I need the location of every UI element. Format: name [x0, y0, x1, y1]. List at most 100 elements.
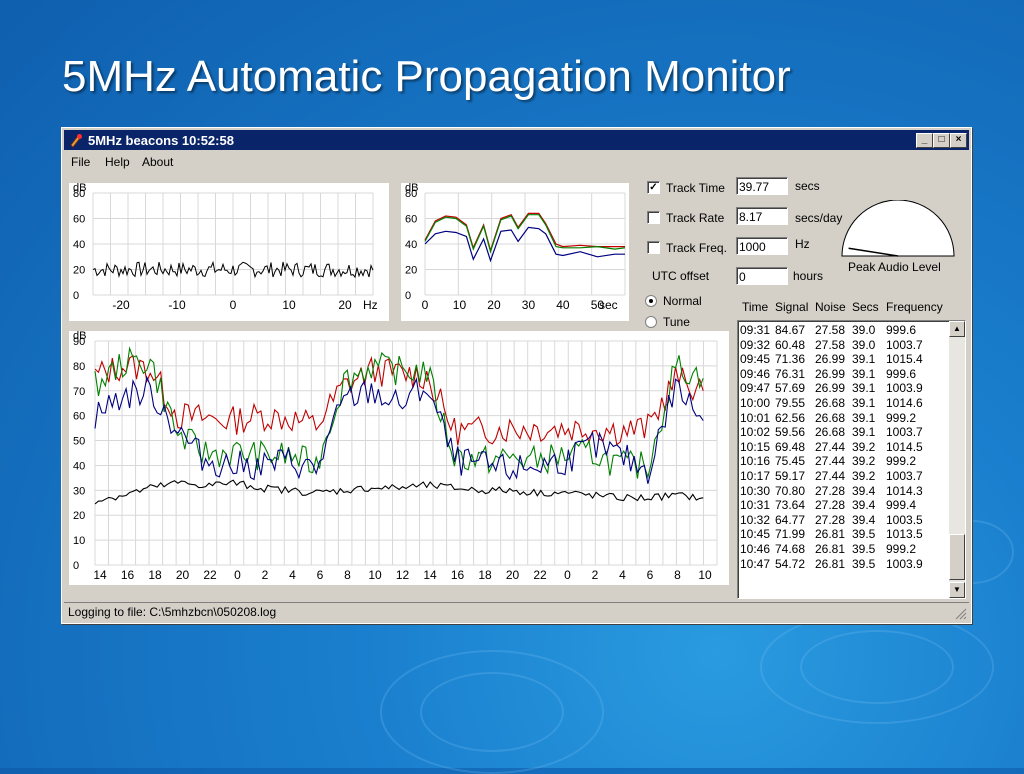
log-cell: 999.6 [886, 366, 917, 381]
x-tick-label: 0 [230, 298, 237, 312]
log-cell: 26.99 [815, 381, 846, 396]
log-cell: 26.99 [815, 366, 846, 381]
close-button[interactable]: × [950, 133, 967, 148]
x-tick-label: 4 [619, 568, 626, 582]
log-cell: 59.17 [775, 469, 806, 483]
x-tick-label: 6 [317, 568, 324, 582]
mode-tune-radio[interactable] [645, 316, 657, 328]
y-axis-label: dB [73, 331, 86, 342]
log-cell: 39.2 [852, 439, 876, 454]
log-cell: 10:31 [740, 498, 771, 513]
x-tick-label: 18 [478, 568, 492, 582]
log-cell: 27.58 [815, 337, 846, 352]
app-icon [70, 134, 82, 148]
log-cell: 39.1 [852, 425, 876, 440]
log-cell: 71.36 [775, 352, 806, 367]
x-tick-label: 22 [533, 568, 547, 582]
menu-about[interactable]: About [142, 155, 174, 169]
scroll-down-icon[interactable]: ▼ [949, 582, 965, 598]
log-cell: 1003.9 [886, 556, 923, 571]
log-cell: 39.0 [852, 323, 876, 337]
minimize-button[interactable]: _ [916, 133, 933, 148]
log-cell: 10:00 [740, 396, 771, 410]
track-freq-checkbox[interactable] [647, 241, 660, 254]
x-tick-label: 50 [591, 298, 605, 312]
log-scrollbar[interactable]: ▲ ▼ [949, 321, 965, 598]
log-cell: 1013.5 [886, 527, 923, 542]
log-cell: 1003.9 [886, 381, 923, 396]
log-cell: 09:31 [740, 323, 771, 337]
log-cell: 999.2 [886, 454, 917, 469]
log-cell: 10:01 [740, 410, 771, 425]
menu-file[interactable]: File [71, 155, 91, 169]
x-tick-label: 18 [148, 568, 162, 582]
mode-normal-radio[interactable] [645, 295, 657, 307]
y-tick-label: 90 [73, 336, 85, 348]
log-cell: 39.4 [852, 512, 876, 527]
y-tick-label: 60 [405, 214, 417, 226]
track-time-label: Track Time [666, 181, 725, 195]
log-cell: 1015.4 [886, 352, 923, 367]
x-tick-label: 30 [522, 298, 536, 312]
log-cell: 26.99 [815, 352, 846, 367]
resize-grip-icon[interactable] [955, 608, 967, 620]
log-cell: 74.68 [775, 542, 806, 556]
log-cell: 26.81 [815, 542, 846, 556]
x-tick-label: 10 [698, 568, 712, 582]
log-cell: 09:45 [740, 352, 771, 367]
status-bar: Logging to file: C:\5mhzbcn\050208.log [64, 602, 969, 621]
track-rate-checkbox[interactable] [647, 211, 660, 224]
log-cell: 39.5 [852, 542, 876, 556]
x-tick-label: 10 [453, 298, 467, 312]
track-rate-field[interactable]: 8.17 [736, 207, 788, 225]
log-cell: 54.72 [775, 556, 806, 571]
track-freq-field[interactable]: 1000 [736, 237, 788, 255]
y-tick-label: 40 [73, 460, 85, 472]
log-header-signal: Signal [775, 300, 809, 314]
log-cell: 10:02 [740, 425, 771, 440]
log-cell: 27.28 [815, 483, 846, 498]
track-rate-unit: secs/day [795, 211, 843, 225]
scroll-up-icon[interactable]: ▲ [949, 321, 965, 337]
window-title: 5MHz beacons 10:52:58 [88, 133, 234, 148]
log-cell: 26.81 [815, 527, 846, 542]
menu-help[interactable]: Help [105, 155, 130, 169]
scroll-thumb[interactable] [949, 534, 965, 580]
log-cell: 59.56 [775, 425, 806, 440]
log-cell: 09:47 [740, 381, 771, 396]
spectrum-trace [92, 260, 374, 279]
y-tick-label: 60 [73, 214, 85, 226]
time-series-line [424, 214, 626, 254]
log-cell: 10:47 [740, 556, 771, 571]
log-cell: 39.1 [852, 366, 876, 381]
log-cell: 1003.7 [886, 425, 923, 440]
utc-offset-field[interactable]: 0 [736, 267, 788, 285]
utc-offset-label: UTC offset [652, 269, 710, 283]
title-bar[interactable]: 5MHz beacons 10:52:58 _ □ × [64, 130, 969, 150]
x-tick-label: 0 [564, 568, 571, 582]
mode-tune-label: Tune [663, 315, 690, 329]
log-header-secs: Secs [852, 300, 879, 314]
log-cell: 39.0 [852, 337, 876, 352]
x-tick-label: 20 [338, 298, 352, 312]
log-cell: 39.2 [852, 454, 876, 469]
slide-title: 5MHz Automatic Propagation Monitor [62, 52, 791, 101]
x-tick-label: 10 [282, 298, 296, 312]
maximize-button[interactable]: □ [933, 133, 950, 148]
log-cell: 62.56 [775, 410, 806, 425]
log-cell: 1014.3 [886, 483, 923, 498]
x-tick-label: 6 [647, 568, 654, 582]
track-time-checkbox[interactable]: ✓ [647, 181, 660, 194]
log-cell: 71.99 [775, 527, 806, 542]
log-cell: 26.68 [815, 410, 846, 425]
y-tick-label: 0 [73, 560, 79, 572]
log-cell: 79.55 [775, 396, 806, 410]
log-cell: 75.45 [775, 454, 806, 469]
log-cell: 27.44 [815, 439, 846, 454]
y-tick-label: 80 [73, 188, 85, 200]
log-cell: 27.28 [815, 498, 846, 513]
track-time-field[interactable]: 39.77 [736, 177, 788, 195]
x-tick-label: 10 [368, 568, 382, 582]
log-list[interactable]: 09:31 84.67 27.58 39.0 999.6 09:32 60.48 27.58 3… [737, 320, 966, 599]
history-series-line [94, 375, 704, 484]
